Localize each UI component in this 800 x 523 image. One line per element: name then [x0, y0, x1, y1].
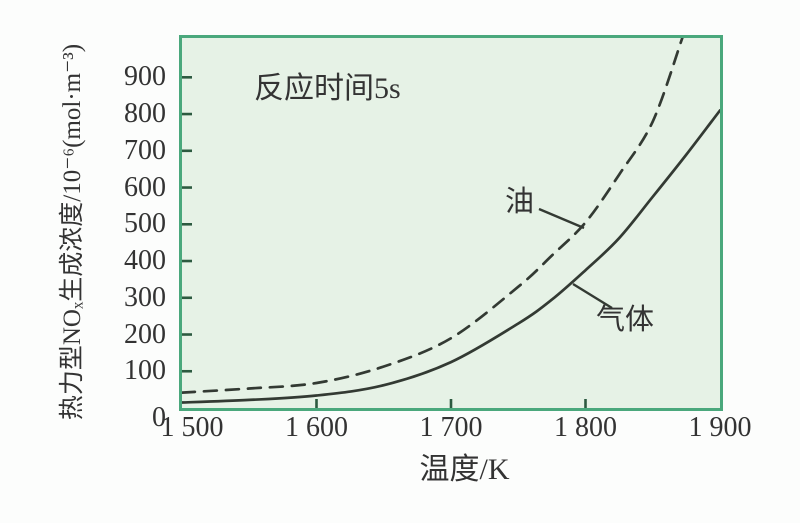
y-tick-label: 100 — [124, 355, 166, 387]
y-tick-label: 600 — [124, 171, 166, 203]
x-tick-label: 1 600 — [285, 412, 348, 443]
x-tick-label: 1 700 — [419, 412, 483, 443]
x-tick-label: 1 500 — [160, 412, 224, 443]
y-tick-label: 800 — [124, 98, 166, 130]
y-tick-label: 300 — [124, 281, 166, 313]
gas-curve-label: 气体 — [596, 304, 655, 336]
x-tick-label: 1 900 — [688, 412, 752, 443]
oil-leader-line — [538, 207, 585, 230]
y-tick-label: 700 — [124, 134, 166, 166]
oil-curve-label: 油 — [505, 186, 535, 218]
y-axis-title: 热力型NOₓ生成浓度/10⁻⁶(mol·m⁻³) — [59, 43, 86, 421]
gas-leader-line — [572, 282, 613, 310]
y-tick-label: 500 — [124, 208, 166, 240]
x-tick-label: 1 800 — [554, 412, 617, 443]
oil-curve — [182, 38, 684, 394]
x-axis-title: 温度/K — [419, 453, 510, 486]
reaction-time-annotation: 反应时间5s — [254, 72, 401, 105]
y-tick-label: 0 — [152, 402, 166, 433]
plot-area — [179, 35, 723, 411]
y-tick-label: 400 — [124, 245, 166, 277]
y-tick-label: 200 — [124, 318, 166, 350]
gas-curve — [182, 109, 720, 404]
y-tick-label: 900 — [124, 61, 166, 93]
plot-canvas — [182, 38, 720, 408]
